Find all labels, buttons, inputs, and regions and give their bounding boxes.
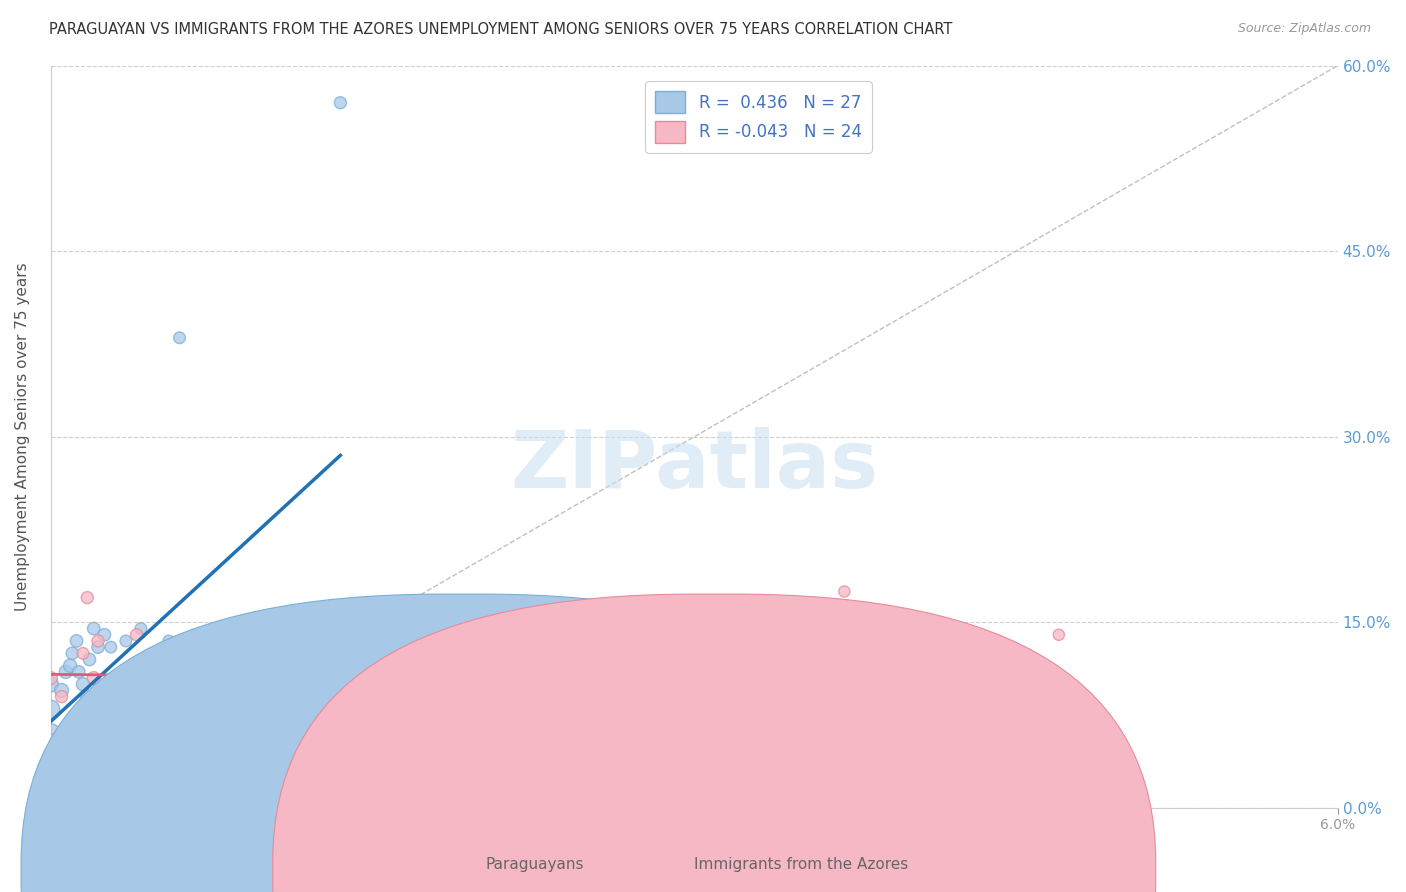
Point — [39, 671, 62, 685]
Point — [76, 591, 98, 605]
Text: Immigrants from the Azores: Immigrants from the Azores — [695, 857, 908, 872]
Point — [243, 795, 266, 809]
Point — [1047, 628, 1070, 642]
Point — [157, 634, 180, 648]
Point — [67, 665, 90, 679]
Point — [173, 671, 195, 685]
Point — [121, 658, 143, 673]
Point — [173, 696, 195, 710]
Point — [60, 757, 83, 772]
Point — [329, 95, 352, 110]
Point — [129, 622, 152, 636]
Point — [150, 757, 173, 772]
Legend: R =  0.436   N = 27, R = -0.043   N = 24: R = 0.436 N = 27, R = -0.043 N = 24 — [645, 81, 872, 153]
Point — [83, 622, 105, 636]
Point — [39, 702, 62, 716]
Point — [115, 634, 138, 648]
Text: Paraguayans: Paraguayans — [485, 857, 583, 872]
Point — [59, 658, 82, 673]
Point — [60, 646, 83, 660]
Point — [108, 721, 131, 735]
Point — [55, 665, 77, 679]
Point — [51, 690, 73, 704]
Point — [76, 690, 98, 704]
Point — [136, 714, 159, 729]
Point — [72, 646, 94, 660]
Y-axis label: Unemployment Among Seniors over 75 years: Unemployment Among Seniors over 75 years — [15, 262, 30, 611]
Point — [39, 727, 62, 741]
Point — [100, 640, 122, 654]
Text: PARAGUAYAN VS IMMIGRANTS FROM THE AZORES UNEMPLOYMENT AMONG SENIORS OVER 75 YEAR: PARAGUAYAN VS IMMIGRANTS FROM THE AZORES… — [49, 22, 953, 37]
Point — [39, 733, 62, 747]
Point — [169, 331, 191, 345]
Text: Source: ZipAtlas.com: Source: ZipAtlas.com — [1237, 22, 1371, 36]
Point — [79, 652, 101, 666]
Point — [222, 733, 245, 747]
Point — [39, 745, 62, 759]
Point — [125, 628, 148, 642]
Point — [51, 683, 73, 698]
Point — [264, 751, 287, 765]
Point — [65, 634, 87, 648]
Point — [72, 677, 94, 691]
Point — [104, 733, 127, 747]
Point — [39, 764, 62, 778]
Point — [93, 628, 115, 642]
Point — [39, 677, 62, 691]
Point — [115, 733, 138, 747]
Point — [254, 714, 277, 729]
Point — [39, 770, 62, 784]
Point — [373, 640, 395, 654]
Point — [834, 584, 856, 599]
Point — [39, 789, 62, 803]
Point — [232, 628, 254, 642]
Point — [83, 671, 105, 685]
Point — [190, 708, 212, 723]
Point — [87, 634, 110, 648]
Point — [87, 640, 110, 654]
Text: ZIPatlas: ZIPatlas — [510, 427, 879, 506]
